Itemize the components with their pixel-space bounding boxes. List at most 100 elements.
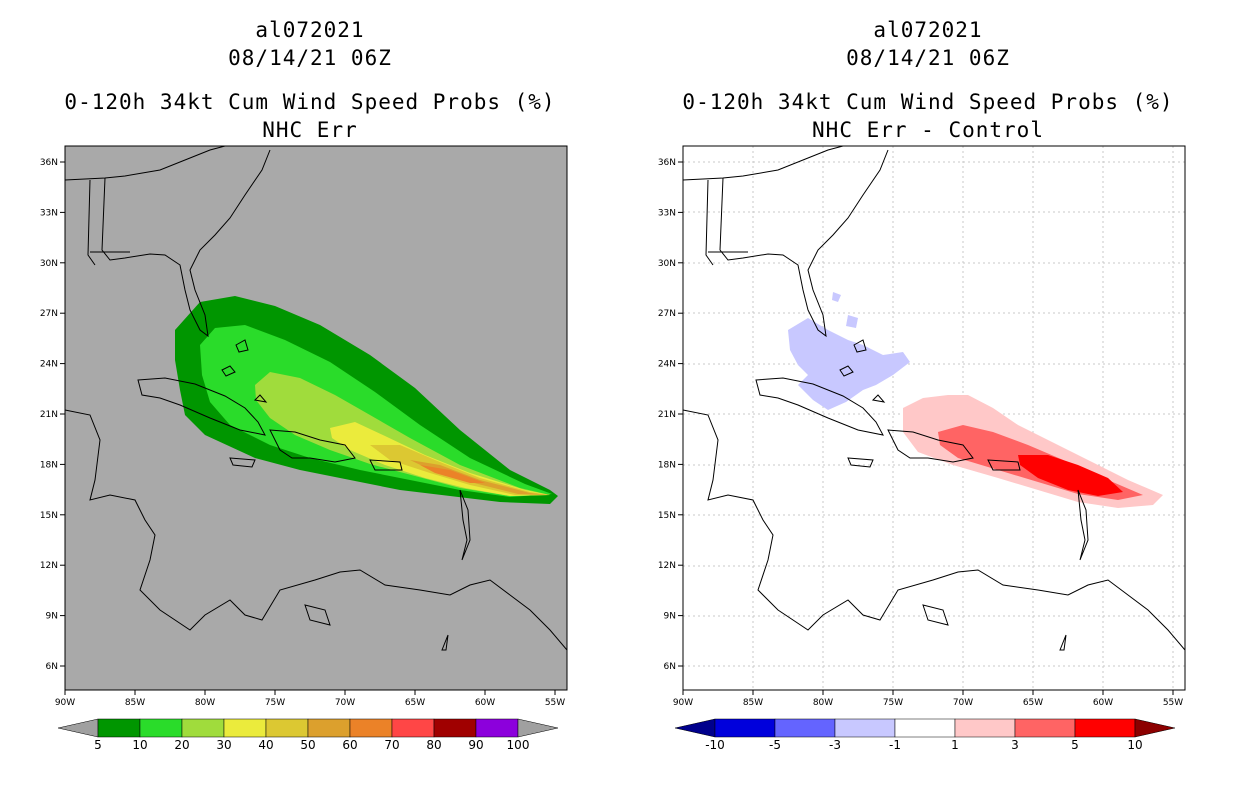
diff-pos-5-to-10	[1018, 455, 1123, 496]
colorbar-label: 30	[216, 738, 232, 752]
right-lat-label: 24N	[658, 360, 676, 370]
colorbar-segment	[97, 718, 141, 738]
colorbar-label: -1	[889, 738, 901, 752]
right-lon-label: 90W	[673, 698, 693, 708]
left-map-frame	[64, 145, 568, 691]
right-lon-label: 60W	[1093, 698, 1113, 708]
right-title-date: 08/14/21 06Z	[846, 46, 1010, 70]
left-lat-label: 33N	[40, 208, 58, 218]
colorbar-segment	[1074, 718, 1136, 738]
diff-neg-1-to-3	[788, 318, 910, 410]
colorbar-label: 70	[384, 738, 400, 752]
left-lon-label: 75W	[265, 698, 285, 708]
left-lon-label: 85W	[125, 698, 145, 708]
left-probability-map: 90W 85W 80W 75W 70W 65W 60W 55W 36N 33N 30N 27N 24N 2…	[40, 145, 568, 708]
diff-neg-patch-2	[832, 292, 841, 302]
right-lon-label: 65W	[1023, 698, 1043, 708]
left-lat-label: 18N	[40, 460, 58, 470]
left-lat-label: 15N	[40, 511, 58, 521]
right-coastlines	[683, 146, 1185, 651]
left-lon-label: 70W	[335, 698, 355, 708]
right-lat-label: 9N	[664, 612, 676, 622]
colorbar-label: -5	[769, 738, 781, 752]
colorbar-segment	[181, 718, 225, 738]
right-title-subtitle: NHC Err - Control	[812, 118, 1044, 142]
left-lat-label: 30N	[40, 259, 58, 269]
colorbar-min-arrow	[58, 718, 99, 738]
colorbar-segment	[774, 718, 836, 738]
colorbar-min-arrow	[675, 718, 716, 738]
colorbar-segment	[834, 718, 896, 738]
left-coastlines	[65, 146, 567, 651]
right-lon-label: 70W	[953, 698, 973, 708]
colorbar-label: 5	[1071, 738, 1079, 752]
right-lat-label: 12N	[658, 561, 676, 571]
left-colorbar	[58, 718, 558, 738]
colorbar-label: -10	[705, 738, 725, 752]
colorbar-label: 60	[342, 738, 358, 752]
left-lat-label: 9N	[46, 612, 58, 622]
left-lon-label: 90W	[55, 698, 75, 708]
colorbar-max-arrow	[1134, 718, 1175, 738]
left-lon-label: 65W	[405, 698, 425, 708]
diff-neg-patch-3	[846, 315, 858, 328]
left-lon-label: 60W	[475, 698, 495, 708]
right-map-frame	[682, 145, 1186, 691]
contour-20pct	[255, 372, 550, 496]
colorbar-label: -3	[829, 738, 841, 752]
left-lat-label: 6N	[46, 662, 58, 672]
colorbar-segment	[954, 718, 1016, 738]
left-title-product: 0-120h 34kt Cum Wind Speed Probs (%)	[64, 90, 556, 114]
colorbar-segment	[714, 718, 776, 738]
right-difference-contours	[788, 292, 1163, 508]
left-lat-label: 27N	[40, 309, 58, 319]
colorbar-label: 90	[468, 738, 484, 752]
left-lat-label: 24N	[40, 360, 58, 370]
colorbar-segment	[349, 718, 393, 738]
colorbar-label: 50	[300, 738, 316, 752]
left-lat-label: 36N	[40, 158, 58, 168]
colorbar-label: 10	[132, 738, 148, 752]
left-title-date: 08/14/21 06Z	[228, 46, 392, 70]
left-probability-contours	[175, 296, 558, 504]
right-title-product: 0-120h 34kt Cum Wind Speed Probs (%)	[682, 90, 1174, 114]
right-lon-label: 75W	[883, 698, 903, 708]
right-axis-ticks: 90W 85W 80W 75W 70W 65W 60W 55W 36N 33N 30N 27N 24N 2…	[658, 158, 1183, 708]
right-lon-label: 85W	[743, 698, 763, 708]
left-axis-ticks: 90W 85W 80W 75W 70W 65W 60W 55W 36N 33N 30N 27N 24N 2…	[40, 158, 565, 708]
contour-40pct	[370, 445, 550, 495]
right-difference-map: 90W 85W 80W 75W 70W 65W 60W 55W 36N 33N 30N 27N 24N 2…	[658, 145, 1186, 708]
left-lat-label: 12N	[40, 561, 58, 571]
colorbar-segment	[433, 718, 477, 738]
left-lon-label: 55W	[545, 698, 565, 708]
colorbar-label: 3	[1011, 738, 1019, 752]
colorbar-segment	[223, 718, 267, 738]
left-title-subtitle: NHC Err	[262, 118, 358, 142]
colorbar-segment	[475, 718, 519, 738]
contour-60pct	[420, 465, 485, 483]
right-colorbar	[675, 718, 1175, 738]
colorbar-segment	[1014, 718, 1076, 738]
left-title-storm-id: al072021	[255, 18, 365, 42]
colorbar-label: 20	[174, 738, 190, 752]
colorbar-max-arrow	[517, 718, 558, 738]
colorbar-label: 5	[94, 738, 102, 752]
right-lat-label: 18N	[658, 460, 676, 470]
right-lat-label: 33N	[658, 208, 676, 218]
right-lat-label: 30N	[658, 259, 676, 269]
colorbar-label: 1	[951, 738, 959, 752]
colorbar-label: 100	[506, 738, 530, 752]
right-lat-label: 6N	[664, 662, 676, 672]
left-lon-label: 80W	[195, 698, 215, 708]
contour-50pct	[410, 460, 548, 495]
contour-10pct	[200, 325, 552, 497]
colorbar-segment	[307, 718, 351, 738]
colorbar-label: 40	[258, 738, 274, 752]
right-lat-label: 15N	[658, 511, 676, 521]
right-lon-label: 55W	[1163, 698, 1183, 708]
right-lat-label: 21N	[658, 410, 676, 420]
right-title-storm-id: al072021	[873, 18, 983, 42]
colorbar-segment	[139, 718, 183, 738]
colorbar-label: 10	[1127, 738, 1143, 752]
colorbar-segment	[391, 718, 435, 738]
